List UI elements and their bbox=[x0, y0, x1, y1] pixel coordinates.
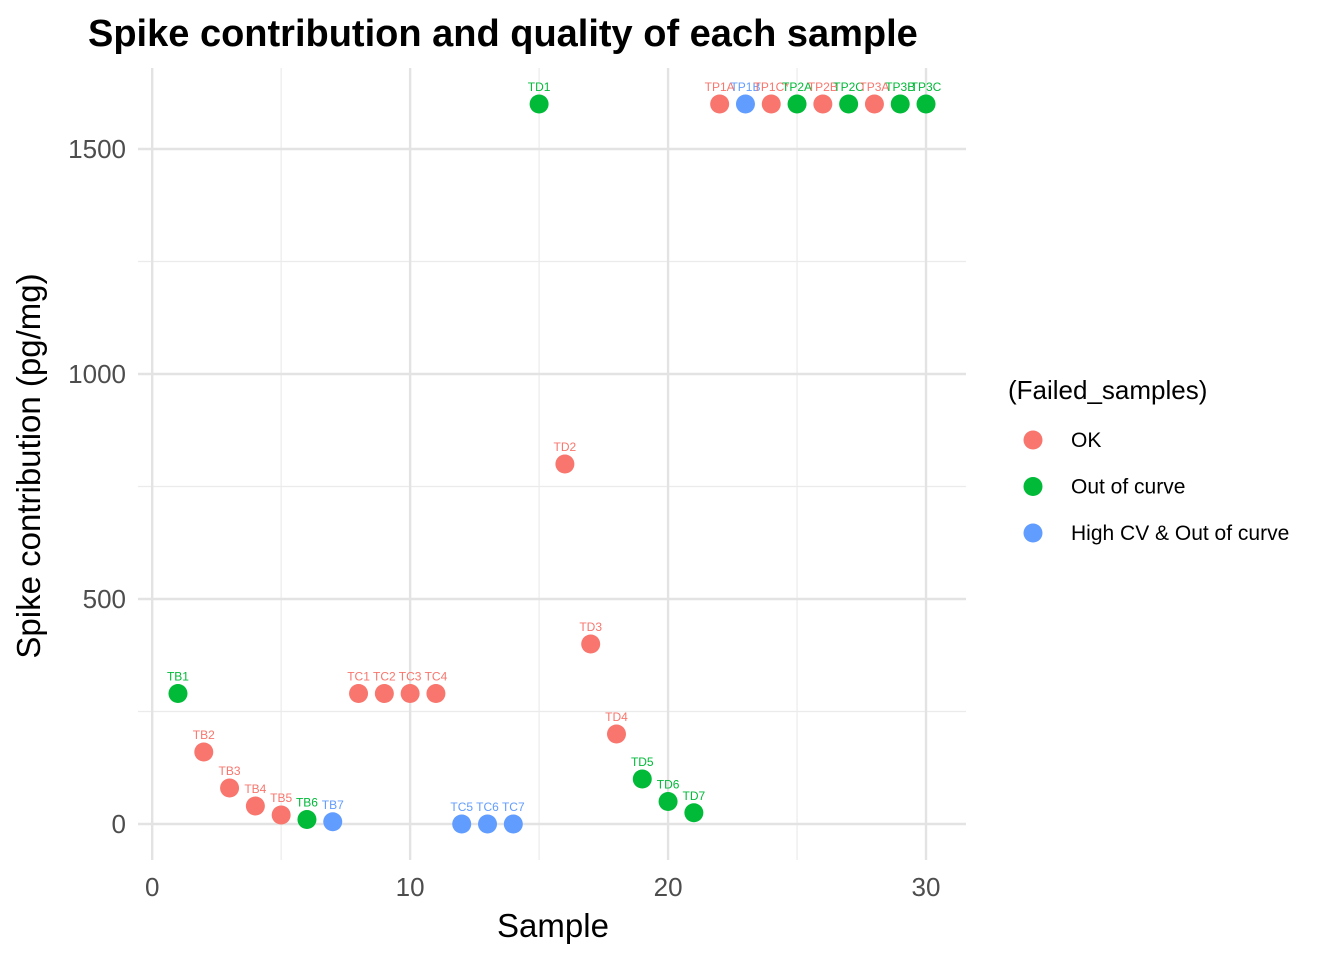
legend: (Failed_samples) OK Out of curve High CV &… bbox=[1008, 375, 1289, 545]
point-label: TP1A bbox=[705, 80, 735, 94]
y-tick-label: 1500 bbox=[68, 134, 126, 164]
data-point bbox=[478, 814, 498, 834]
data-point bbox=[297, 810, 317, 829]
x-tick-label: 20 bbox=[654, 872, 683, 902]
data-point bbox=[916, 94, 936, 114]
data-point bbox=[400, 684, 420, 703]
point-label: TP1C* bbox=[754, 80, 790, 94]
data-point bbox=[426, 684, 446, 703]
data-point bbox=[349, 684, 369, 703]
data-point bbox=[581, 634, 601, 654]
data-point bbox=[658, 792, 678, 811]
point-label: TP2B bbox=[808, 80, 838, 94]
data-point bbox=[864, 94, 884, 114]
legend-title: (Failed_samples) bbox=[1008, 375, 1207, 405]
legend-key bbox=[1023, 430, 1043, 450]
legend-label: OK bbox=[1071, 429, 1101, 452]
data-point bbox=[220, 778, 240, 798]
point-label: TD7 bbox=[683, 789, 706, 803]
data-point bbox=[813, 94, 833, 114]
point-label: TD4 bbox=[605, 710, 628, 724]
point-label: TB7 bbox=[322, 798, 344, 812]
y-axis-title: Spike contribution (pg/mg) bbox=[10, 273, 47, 658]
grid bbox=[138, 68, 966, 860]
point-label: TP3C bbox=[911, 80, 942, 94]
point-label: TB6 bbox=[296, 796, 318, 810]
point-label: TD2 bbox=[554, 440, 577, 454]
legend-entries: OK Out of curve High CV & Out of curve bbox=[1023, 429, 1289, 545]
point-label: TP2C bbox=[833, 80, 864, 94]
chart-title: Spike contribution and quality of each s… bbox=[88, 13, 918, 55]
point-label: TP3A bbox=[859, 80, 889, 94]
data-point bbox=[684, 803, 704, 823]
data-point bbox=[194, 742, 214, 762]
data-point bbox=[452, 814, 472, 834]
point-label: TC4 bbox=[425, 670, 448, 684]
data-point bbox=[529, 94, 549, 114]
data-point bbox=[374, 684, 394, 703]
point-label: TB1 bbox=[167, 670, 189, 684]
point-label: TC1 bbox=[347, 670, 370, 684]
x-axis-ticks: 0 10 20 30 bbox=[145, 872, 941, 902]
point-label: TD6 bbox=[657, 778, 680, 792]
y-tick-label: 1000 bbox=[68, 359, 126, 389]
point-label: TC6 bbox=[476, 800, 499, 814]
data-point bbox=[839, 94, 859, 114]
data-point bbox=[890, 94, 910, 114]
x-axis-title: Sample bbox=[497, 907, 609, 944]
point-label: TB2 bbox=[193, 728, 215, 742]
data-point bbox=[245, 796, 265, 816]
legend-key bbox=[1023, 523, 1043, 543]
point-label: TD5 bbox=[631, 755, 654, 769]
point-label: TP1B bbox=[730, 80, 760, 94]
point-label: TB3 bbox=[219, 764, 241, 778]
data-point bbox=[271, 805, 291, 825]
data-point bbox=[168, 684, 188, 703]
point-label: TP2A bbox=[782, 80, 812, 94]
legend-label: Out of curve bbox=[1071, 476, 1185, 499]
x-tick-label: 30 bbox=[912, 872, 941, 902]
y-tick-label: 500 bbox=[83, 584, 126, 614]
point-label: TC7 bbox=[502, 800, 525, 814]
data-point bbox=[710, 94, 730, 114]
point-label: TC5 bbox=[450, 800, 473, 814]
point-label: TB5 bbox=[270, 791, 292, 805]
data-point bbox=[761, 94, 781, 114]
x-tick-label: 0 bbox=[145, 872, 159, 902]
legend-key bbox=[1023, 477, 1043, 496]
y-tick-label: 0 bbox=[112, 809, 126, 839]
data-point bbox=[555, 454, 575, 474]
data-point bbox=[787, 94, 807, 114]
y-axis-ticks: 0 500 1000 1500 bbox=[68, 134, 126, 839]
data-point bbox=[503, 814, 523, 834]
data-point bbox=[632, 769, 652, 789]
point-label: TP3B bbox=[885, 80, 915, 94]
data-points bbox=[168, 94, 936, 834]
data-point bbox=[323, 812, 343, 832]
legend-label: High CV & Out of curve bbox=[1071, 522, 1289, 545]
point-label: TC2 bbox=[373, 670, 396, 684]
data-point bbox=[606, 724, 626, 744]
point-label: TD3 bbox=[579, 620, 602, 634]
point-label: TD1 bbox=[528, 80, 551, 94]
x-tick-label: 10 bbox=[396, 872, 425, 902]
point-label: TB4 bbox=[244, 782, 266, 796]
point-label: TC3 bbox=[399, 670, 422, 684]
data-point bbox=[735, 94, 755, 114]
